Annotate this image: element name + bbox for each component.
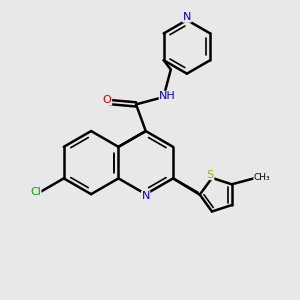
Text: N: N xyxy=(142,191,150,201)
Text: S: S xyxy=(207,169,214,179)
Text: N: N xyxy=(183,12,191,22)
Text: O: O xyxy=(103,95,112,105)
Text: CH₃: CH₃ xyxy=(254,173,271,182)
Text: NH: NH xyxy=(159,91,176,101)
Text: Cl: Cl xyxy=(30,187,41,197)
